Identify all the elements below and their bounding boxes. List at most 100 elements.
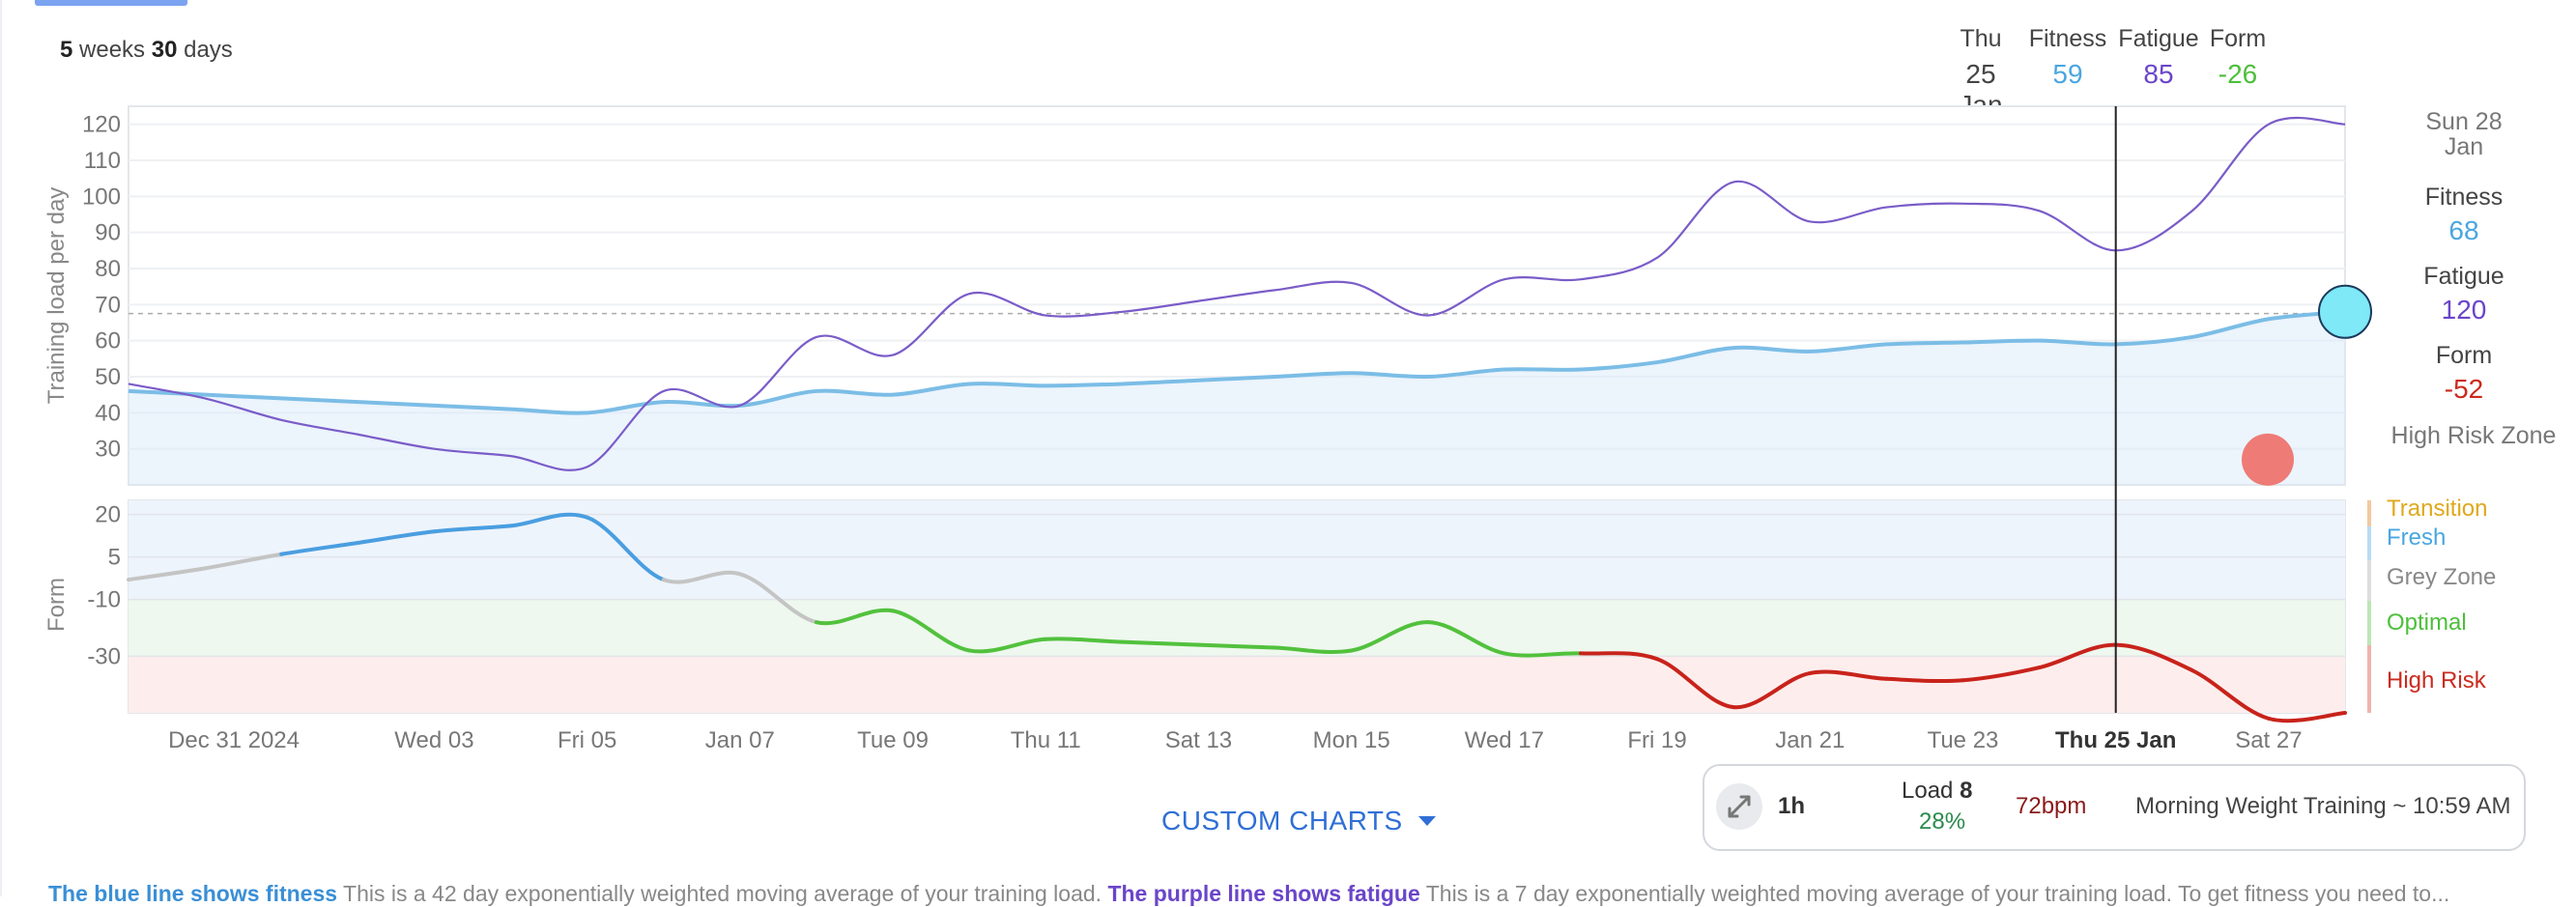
activity-load-percent: 28% [1919,808,1966,835]
activity-name[interactable]: Morning Weight Training ~ 10:59 AM [2135,793,2511,819]
form-y-tick-5: 5 [108,545,121,571]
form-segment-1 [203,552,284,571]
zone-fresh: Fresh [2387,524,2447,551]
zone-transition: Transition [2387,496,2488,522]
zone-grey: Grey Zone [2387,564,2497,590]
fatigue-explanation: This is a 7 day exponentially weighted m… [1419,881,2450,906]
form-segment-5 [508,512,589,528]
form-segment-25 [2037,642,2118,670]
form-segment-24 [1961,666,2042,683]
weeks-count: 5 [60,37,73,63]
activity-load: Load 8 [1902,778,1972,805]
form-segment-18 [1502,651,1583,658]
activity-duration: 1h [1778,793,1806,819]
form-segment-20 [1655,657,1736,710]
zone-stripe-2 [2367,560,2371,601]
activity-load-value: 8 [1960,778,1973,804]
y-tick-80: 80 [95,256,121,282]
activity-card[interactable]: 1h Load 8 28% 72bpm Morning Weight Train… [1703,764,2526,851]
form-segment-12 [1044,637,1125,644]
y-tick-70: 70 [95,292,121,318]
side-form: Form -52 [2387,342,2541,405]
form-segment-21 [1732,670,1813,710]
form-segment-14 [1196,642,1277,650]
form-segment-2 [279,541,360,556]
zone-stripe-1 [2367,526,2371,560]
expand-arrows-icon[interactable] [1716,783,1762,830]
form-segment-11 [967,637,1048,654]
form-segment-4 [432,524,513,534]
x-tick-3: Fri 05 [558,727,616,753]
cursor-form-value: -26 [2218,59,2258,89]
form-segment-3 [356,529,437,545]
zone-high-risk: High Risk [2387,667,2486,694]
y-tick-60: 60 [95,328,121,354]
x-tick-2: Wed 03 [394,727,473,753]
form-segment-26 [2113,642,2194,672]
activity-heart-rate: 72bpm [2016,793,2087,819]
y-tick-100: 100 [82,184,121,210]
fitness-line [128,309,2346,415]
y-tick-40: 40 [95,400,121,426]
y-tick-120: 120 [82,112,121,138]
x-tick-10: Fri 19 [1627,727,1686,753]
x-tick-13: Thu 25 Jan [2055,727,2176,753]
form-y-tick--30: -30 [87,643,121,669]
form-axis-label: Form [43,578,70,632]
form-segment-8 [737,572,818,625]
cursor-fatigue: Fatigue 85 [2116,25,2201,90]
zone-stripe-0 [2367,500,2371,526]
x-tick-4: Jan 07 [705,727,775,753]
days-count: 30 [151,37,178,63]
side-date: Sun 28 Jan [2425,108,2503,160]
zone-stripe-4 [2367,645,2371,713]
form-segment-22 [1808,669,1889,681]
fatigue-explanation-heading: The purple line shows fatigue [1107,881,1420,906]
x-tick-5: Tue 09 [857,727,929,753]
y-tick-110: 110 [84,148,121,174]
form-segment-27 [2190,668,2271,721]
cursor-day-name: Thu [1960,25,2002,52]
fitness-explanation: This is a 42 day exponentially weighted … [337,881,1108,906]
cursor-fitness: Fitness 59 [2025,25,2110,90]
y-tick-30: 30 [95,437,121,463]
expand-arrows-glyph [1728,795,1751,818]
x-tick-1: 2024 [248,727,300,753]
zone-stripe-3 [2367,601,2371,645]
form-segment-0 [127,566,208,582]
x-tick-0: Dec 31 [168,727,242,753]
active-tab-indicator [35,0,187,6]
form-marker [2242,433,2294,486]
side-form-label: Form [2435,342,2493,369]
caret-down-icon [1418,816,1436,826]
x-tick-6: Thu 11 [1011,727,1081,753]
cursor-fitness-value: 59 [2052,59,2083,89]
cursor-fitness-label: Fitness [2028,25,2107,52]
form-segment-10 [891,609,972,653]
fitness-area [129,311,2345,485]
y-tick-50: 50 [95,364,121,390]
activity-load-label: Load [1902,778,1954,804]
y-axis-label: Training load per day [43,187,70,405]
form-segment-28 [2266,711,2347,723]
explanation-text: The blue line shows fitness This is a 42… [48,881,2449,907]
x-tick-14: Sat 27 [2235,727,2302,753]
y-tick-90: 90 [95,220,121,246]
form-segment-13 [1120,639,1201,647]
date-range-summary: 5 weeks 30 days [60,37,233,64]
cursor-form: Form -26 [2207,25,2269,90]
x-tick-11: Jan 21 [1775,727,1845,753]
form-segment-23 [1884,676,1965,684]
form-y-tick-20: 20 [95,502,121,528]
weeks-label: weeks [79,37,146,63]
side-fitness: Fitness 68 [2387,184,2541,246]
form-segment-15 [1273,645,1354,654]
fitness-marker [2318,284,2372,339]
x-tick-7: Sat 13 [1165,727,1232,753]
custom-charts-button[interactable]: CUSTOM CHARTS [1161,806,1436,836]
zone-optimal: Optimal [2387,609,2467,636]
zone-highrisk-band [129,656,2345,713]
x-tick-8: Mon 15 [1313,727,1390,753]
cursor-form-label: Form [2209,25,2267,52]
